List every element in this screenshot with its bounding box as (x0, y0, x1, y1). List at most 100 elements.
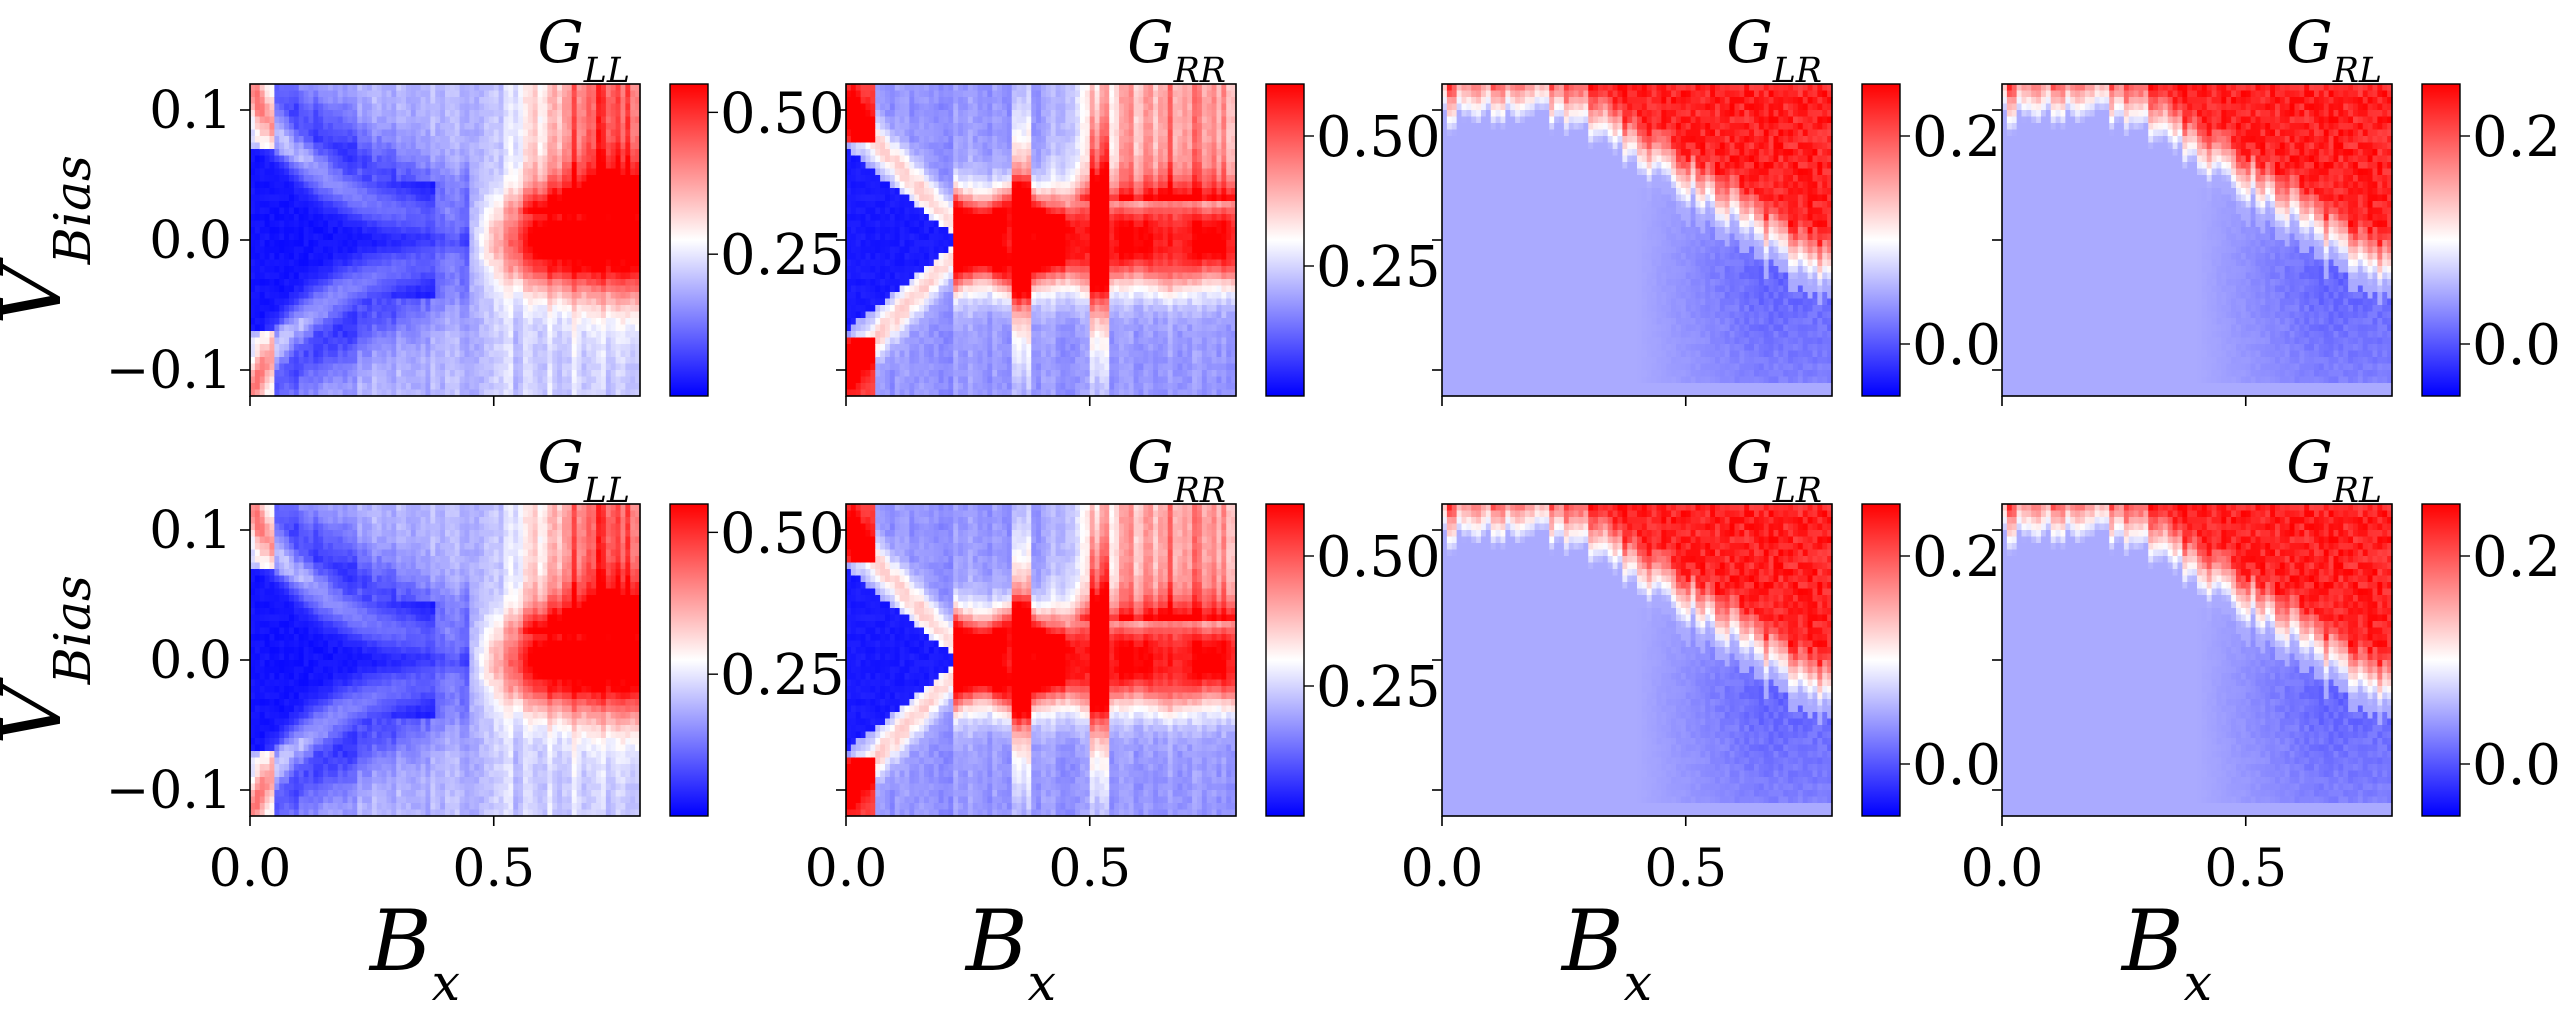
heatmap-cell (299, 325, 304, 332)
heatmap-cell (460, 182, 465, 189)
heatmap-cell (528, 136, 533, 143)
heatmap-cell (416, 84, 421, 91)
heatmap-cell (421, 143, 426, 150)
heatmap-cell (479, 123, 484, 130)
heatmap-cell (323, 84, 328, 91)
heatmap-cell (499, 344, 504, 351)
heatmap-cell (465, 149, 470, 156)
heatmap-cell (377, 357, 382, 364)
heatmap-cell (489, 344, 494, 351)
heatmap-cell (289, 175, 294, 182)
heatmap-cell (401, 156, 406, 163)
heatmap-cell (328, 266, 333, 273)
heatmap-cell (255, 364, 260, 371)
heatmap-cell (284, 104, 289, 111)
heatmap-cell (255, 136, 260, 143)
heatmap-cell (318, 117, 323, 124)
heatmap-cell (348, 247, 353, 254)
heatmap-cell (465, 123, 470, 130)
heatmap-cell (504, 130, 509, 137)
heatmap-cell (411, 175, 416, 182)
heatmap-cell (304, 104, 309, 111)
heatmap-cell (265, 357, 270, 364)
heatmap-cell (323, 286, 328, 293)
heatmap-cell (440, 130, 445, 137)
heatmap-cell (411, 156, 416, 163)
heatmap-cell (504, 149, 509, 156)
heatmap-cell (430, 351, 435, 358)
heatmap-cell (362, 117, 367, 124)
heatmap-cell (504, 97, 509, 104)
heatmap-cell (508, 286, 513, 293)
heatmap-cell (435, 175, 440, 182)
heatmap-cell (494, 91, 499, 98)
heatmap-cell (426, 188, 431, 195)
heatmap-cell (474, 117, 479, 124)
heatmap-cell (474, 227, 479, 234)
heatmap-cell (523, 338, 528, 345)
heatmap-cell (474, 208, 479, 215)
heatmap-cell (523, 273, 528, 280)
heatmap-cell (528, 240, 533, 247)
heatmap-cell (352, 253, 357, 260)
heatmap-cell (284, 377, 289, 384)
heatmap-cell (299, 169, 304, 176)
heatmap-cell (362, 91, 367, 98)
heatmap-cell (348, 123, 353, 130)
heatmap-cell (279, 383, 284, 390)
heatmap-cell (401, 357, 406, 364)
heatmap-cell (469, 279, 474, 286)
heatmap-cell (396, 182, 401, 189)
heatmap-cell (284, 162, 289, 169)
heatmap-cell (445, 84, 450, 91)
heatmap-cell (513, 357, 518, 364)
heatmap-cell (435, 364, 440, 371)
heatmap-cell (426, 338, 431, 345)
heatmap-cell (523, 130, 528, 137)
heatmap-cell (328, 351, 333, 358)
heatmap-cell (284, 234, 289, 241)
heatmap-cell (279, 208, 284, 215)
heatmap-cell (367, 97, 372, 104)
heatmap-cell (260, 331, 265, 338)
heatmap-cell (260, 169, 265, 176)
heatmap-cell (455, 214, 460, 221)
heatmap-cell (474, 273, 479, 280)
heatmap-cell (352, 91, 357, 98)
heatmap-cell (489, 325, 494, 332)
heatmap-cell (406, 123, 411, 130)
heatmap-cell (396, 162, 401, 169)
heatmap-cell (518, 182, 523, 189)
heatmap-cell (469, 266, 474, 273)
heatmap-cell (265, 279, 270, 286)
heatmap-cell (416, 357, 421, 364)
heatmap-cell (367, 273, 372, 280)
heatmap-cell (494, 123, 499, 130)
heatmap-cell (260, 253, 265, 260)
heatmap-cell (479, 97, 484, 104)
heatmap-cell (333, 201, 338, 208)
heatmap-cell (367, 370, 372, 377)
heatmap-cell (387, 383, 392, 390)
heatmap-cell (352, 299, 357, 306)
heatmap-cell (396, 149, 401, 156)
heatmap-cell (323, 279, 328, 286)
heatmap-cell (348, 104, 353, 111)
heatmap-cell (279, 344, 284, 351)
heatmap-cell (367, 357, 372, 364)
heatmap-cell (484, 286, 489, 293)
heatmap-cell (445, 260, 450, 267)
heatmap-cell (396, 169, 401, 176)
heatmap-cell (469, 370, 474, 377)
heatmap-cell (289, 377, 294, 384)
heatmap-cell (508, 383, 513, 390)
heatmap-cell (489, 169, 494, 176)
heatmap-cell (416, 383, 421, 390)
heatmap-cell (343, 370, 348, 377)
heatmap-cell (406, 175, 411, 182)
heatmap-cell (328, 227, 333, 234)
heatmap-cell (313, 208, 318, 215)
heatmap-cell (440, 351, 445, 358)
heatmap-cell (333, 357, 338, 364)
heatmap-cell (508, 149, 513, 156)
